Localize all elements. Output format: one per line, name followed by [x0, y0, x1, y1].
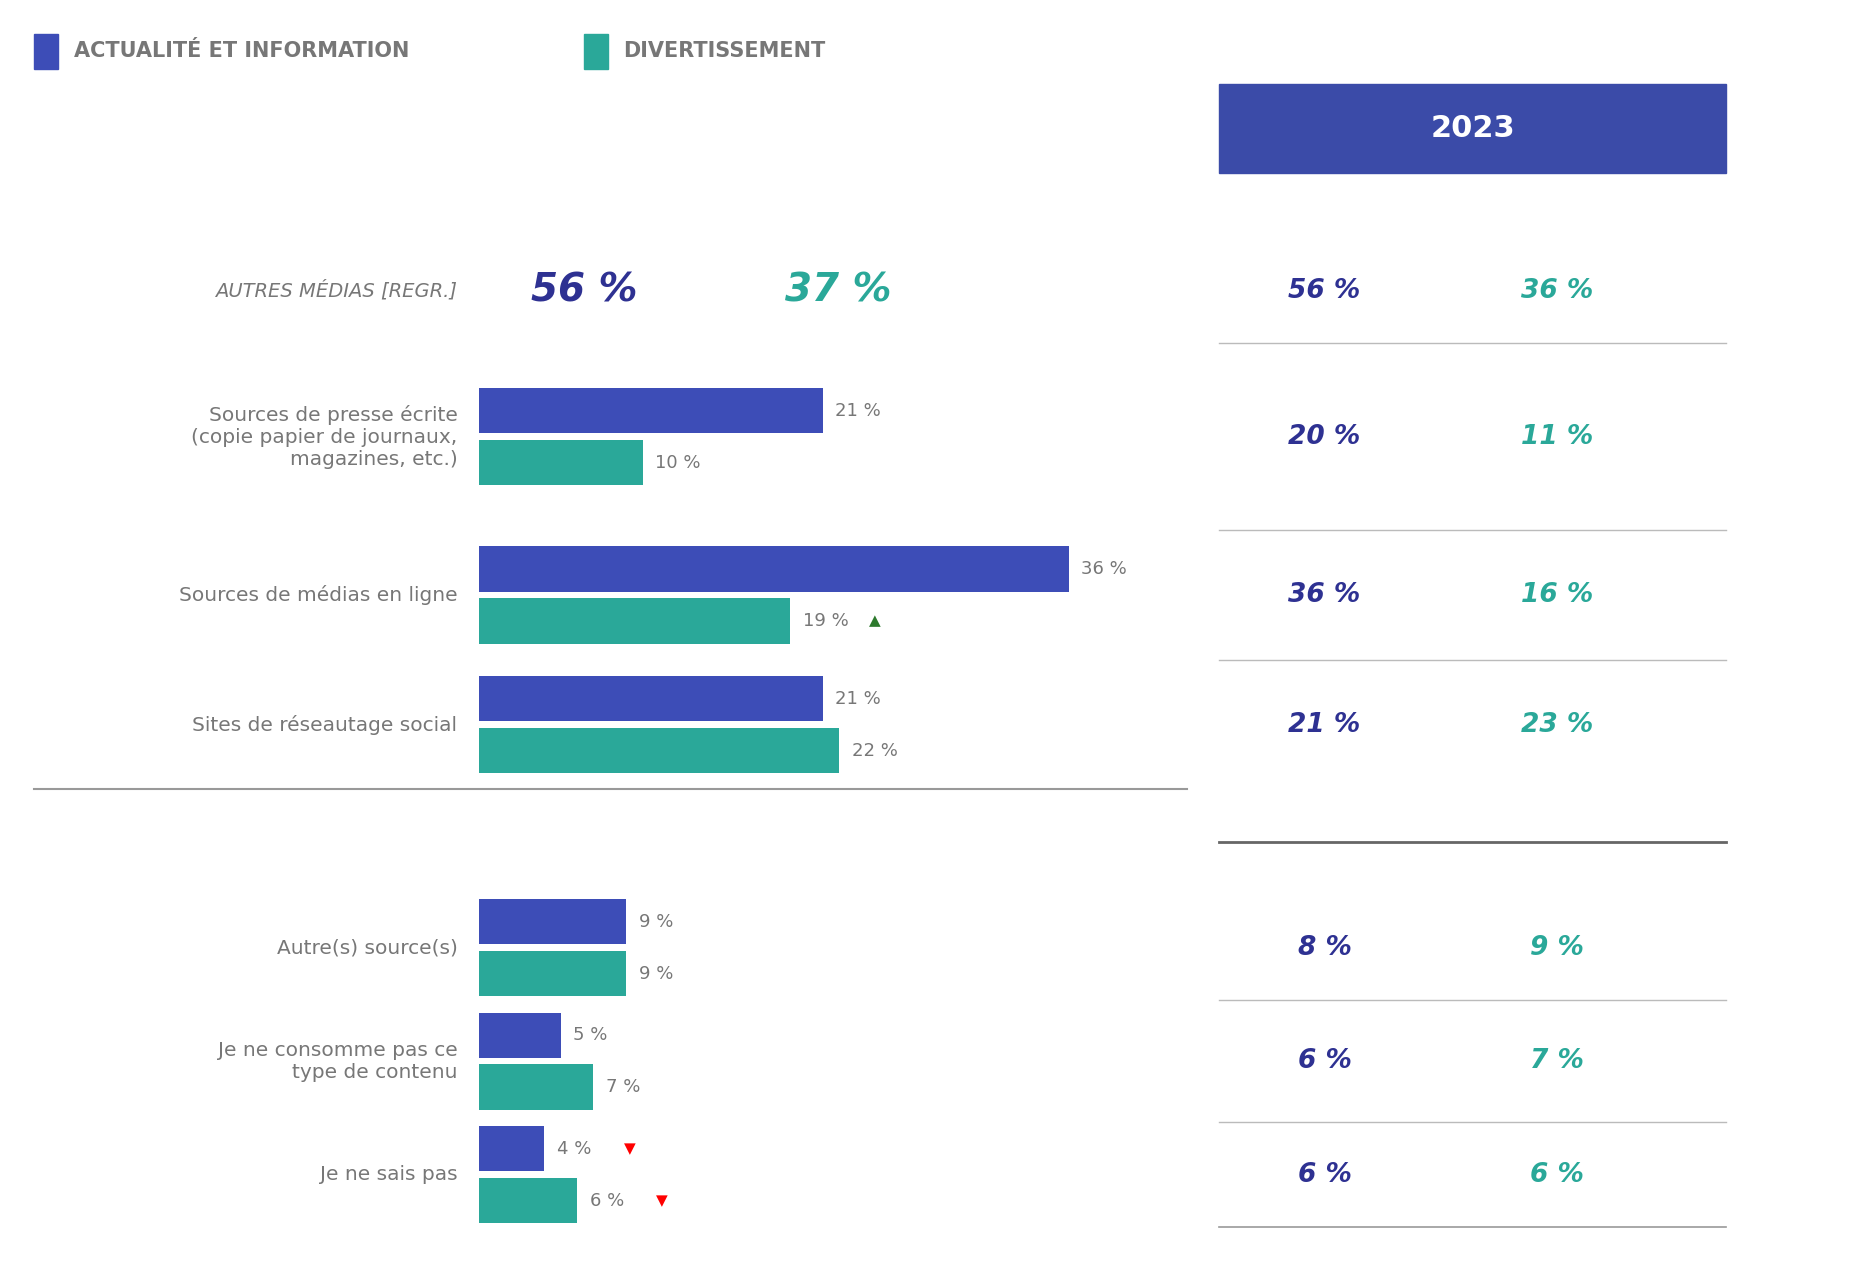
Bar: [35, 33, 58, 69]
Bar: [479, 676, 822, 721]
Text: 6 %: 6 %: [1297, 1048, 1350, 1075]
Text: Sites de réseautage social: Sites de réseautage social: [193, 714, 456, 735]
Text: 23 %: 23 %: [1521, 712, 1592, 737]
Bar: [1219, 84, 1725, 172]
Bar: [479, 387, 822, 434]
Text: Autre(s) source(s): Autre(s) source(s): [276, 938, 456, 958]
Text: 7 %: 7 %: [607, 1079, 640, 1097]
Text: 2023: 2023: [1430, 115, 1514, 143]
Text: ▼: ▼: [623, 1142, 634, 1156]
Text: 21 %: 21 %: [835, 402, 881, 420]
Text: 8 %: 8 %: [1297, 934, 1350, 960]
Text: 6 %: 6 %: [590, 1192, 623, 1210]
Text: 11 %: 11 %: [1521, 423, 1592, 449]
Text: Sources de presse écrite
(copie papier de journaux,
magazines, etc.): Sources de presse écrite (copie papier d…: [191, 404, 456, 468]
Text: 16 %: 16 %: [1521, 582, 1592, 607]
Text: 22 %: 22 %: [851, 741, 898, 759]
Text: AUTRES MÉDIAS [REGR.]: AUTRES MÉDIAS [REGR.]: [215, 281, 456, 301]
Text: 56 %: 56 %: [1287, 278, 1360, 304]
Text: 37 %: 37 %: [785, 272, 890, 310]
Text: DIVERTISSEMENT: DIVERTISSEMENT: [623, 41, 825, 62]
Text: Sources de médias en ligne: Sources de médias en ligne: [178, 584, 456, 605]
Bar: [479, 598, 790, 644]
Text: ACTUALITÉ ET INFORMATION: ACTUALITÉ ET INFORMATION: [74, 41, 408, 62]
Text: ▲: ▲: [868, 614, 881, 628]
Bar: [479, 900, 625, 945]
Bar: [479, 1013, 560, 1058]
Text: 21 %: 21 %: [835, 690, 881, 708]
Bar: [479, 1126, 544, 1171]
Text: 36 %: 36 %: [1521, 278, 1592, 304]
Text: 21 %: 21 %: [1287, 712, 1360, 737]
Text: 36 %: 36 %: [1081, 560, 1126, 578]
Text: 5 %: 5 %: [573, 1026, 607, 1044]
Bar: [479, 546, 1068, 592]
Bar: [479, 951, 625, 996]
Text: 9 %: 9 %: [638, 964, 673, 982]
Text: 19 %: 19 %: [801, 611, 848, 629]
Bar: [479, 1178, 577, 1224]
Text: 56 %: 56 %: [531, 272, 638, 310]
Text: 9 %: 9 %: [638, 912, 673, 931]
Bar: [479, 1064, 594, 1109]
Bar: [584, 33, 607, 69]
Text: Je ne sais pas: Je ne sais pas: [319, 1165, 456, 1184]
Bar: [479, 728, 838, 773]
Text: ▼: ▼: [657, 1193, 668, 1208]
Text: 10 %: 10 %: [655, 453, 701, 471]
Text: Je ne consomme pas ce
type de contenu: Je ne consomme pas ce type de contenu: [217, 1041, 456, 1081]
Text: 36 %: 36 %: [1287, 582, 1360, 607]
Text: 6 %: 6 %: [1529, 1162, 1582, 1188]
Text: 9 %: 9 %: [1529, 934, 1582, 960]
Bar: [479, 440, 642, 485]
Text: 7 %: 7 %: [1529, 1048, 1582, 1075]
Text: 20 %: 20 %: [1287, 423, 1360, 449]
Text: 6 %: 6 %: [1297, 1162, 1350, 1188]
Text: 4 %: 4 %: [556, 1140, 592, 1158]
